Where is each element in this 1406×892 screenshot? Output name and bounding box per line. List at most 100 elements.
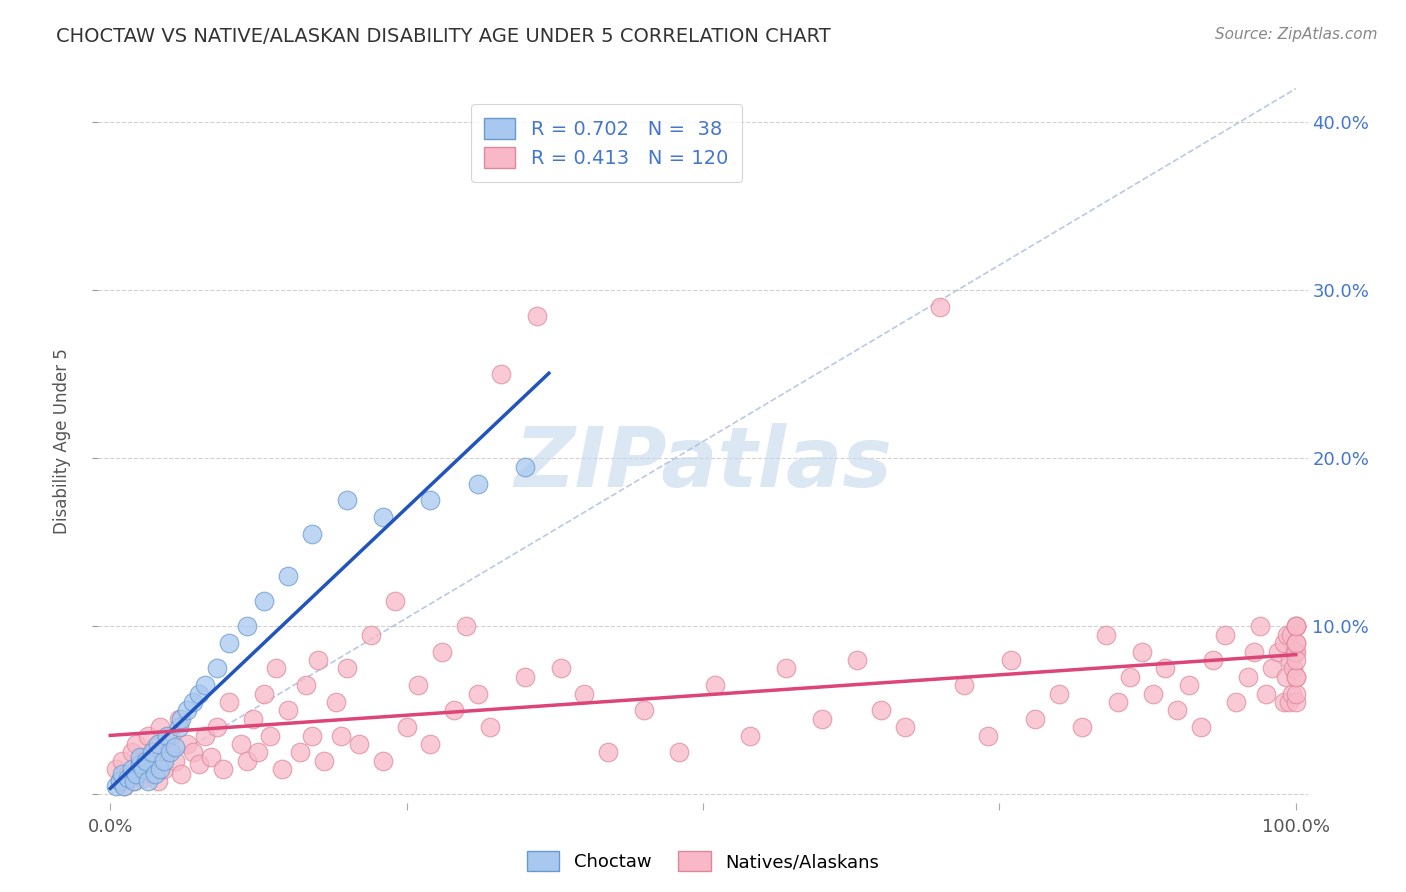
Point	[122, 774, 145, 789]
Point	[167, 720, 190, 734]
Point	[170, 712, 193, 726]
Point	[408, 678, 430, 692]
Point	[1095, 628, 1118, 642]
Point	[1047, 687, 1070, 701]
Point	[1000, 653, 1022, 667]
Point	[371, 510, 394, 524]
Point	[952, 678, 974, 692]
Point	[301, 729, 323, 743]
Point	[132, 762, 155, 776]
Point	[146, 774, 169, 789]
Point	[253, 594, 276, 608]
Point	[384, 594, 406, 608]
Point	[152, 754, 174, 768]
Point	[1249, 619, 1271, 633]
Point	[229, 737, 252, 751]
Point	[295, 678, 318, 692]
Point	[1285, 695, 1308, 709]
Point	[122, 774, 145, 789]
Point	[598, 745, 620, 759]
Point	[1166, 703, 1188, 717]
Legend: Choctaw, Natives/Alaskans: Choctaw, Natives/Alaskans	[520, 844, 886, 879]
Point	[188, 687, 211, 701]
Point	[419, 493, 441, 508]
Point	[1285, 619, 1308, 633]
Point	[176, 737, 198, 751]
Point	[271, 762, 294, 776]
Point	[121, 745, 143, 759]
Point	[1243, 644, 1265, 658]
Point	[165, 740, 187, 755]
Point	[526, 309, 548, 323]
Point	[1254, 687, 1277, 701]
Text: CHOCTAW VS NATIVE/ALASKAN DISABILITY AGE UNDER 5 CORRELATION CHART: CHOCTAW VS NATIVE/ALASKAN DISABILITY AGE…	[56, 27, 831, 45]
Point	[277, 569, 299, 583]
Point	[1285, 653, 1308, 667]
Point	[1130, 644, 1153, 658]
Point	[419, 737, 441, 751]
Point	[1277, 628, 1299, 642]
Point	[336, 661, 359, 675]
Point	[1071, 720, 1094, 734]
Point	[253, 687, 276, 701]
Point	[159, 745, 181, 759]
Text: ZIPatlas: ZIPatlas	[515, 423, 891, 504]
Point	[111, 754, 134, 768]
Point	[105, 762, 128, 776]
Point	[1237, 670, 1260, 684]
Point	[146, 737, 169, 751]
Point	[235, 754, 257, 768]
Point	[117, 767, 139, 781]
Point	[336, 493, 359, 508]
Point	[478, 720, 501, 734]
Point	[1275, 670, 1298, 684]
Point	[205, 661, 228, 675]
Point	[247, 745, 270, 759]
Point	[149, 720, 172, 734]
Point	[165, 754, 187, 768]
Point	[181, 745, 204, 759]
Point	[156, 729, 179, 743]
Point	[307, 653, 329, 667]
Point	[1202, 653, 1225, 667]
Point	[114, 779, 136, 793]
Point	[810, 712, 832, 726]
Point	[1261, 661, 1284, 675]
Point	[1285, 636, 1308, 650]
Point	[1285, 619, 1308, 633]
Point	[846, 653, 869, 667]
Point	[218, 636, 240, 650]
Point	[703, 678, 725, 692]
Point	[1142, 687, 1164, 701]
Point	[454, 619, 477, 633]
Point	[156, 745, 179, 759]
Y-axis label: Disability Age Under 5: Disability Age Under 5	[52, 349, 70, 534]
Point	[149, 762, 172, 776]
Point	[325, 695, 347, 709]
Point	[1024, 712, 1046, 726]
Point	[105, 779, 128, 793]
Point	[1107, 695, 1129, 709]
Point	[515, 459, 537, 474]
Point	[1285, 619, 1308, 633]
Point	[121, 762, 143, 776]
Point	[1154, 661, 1177, 675]
Point	[114, 779, 136, 793]
Point	[188, 757, 211, 772]
Point	[1189, 720, 1212, 734]
Point	[574, 687, 596, 701]
Point	[135, 754, 157, 768]
Point	[1213, 628, 1236, 642]
Point	[633, 703, 655, 717]
Point	[360, 628, 382, 642]
Point	[1285, 636, 1308, 650]
Point	[181, 695, 204, 709]
Point	[515, 670, 537, 684]
Point	[1178, 678, 1201, 692]
Point	[1285, 687, 1308, 701]
Point	[218, 695, 240, 709]
Point	[443, 703, 465, 717]
Point	[194, 729, 217, 743]
Point	[1225, 695, 1247, 709]
Point	[491, 368, 513, 382]
